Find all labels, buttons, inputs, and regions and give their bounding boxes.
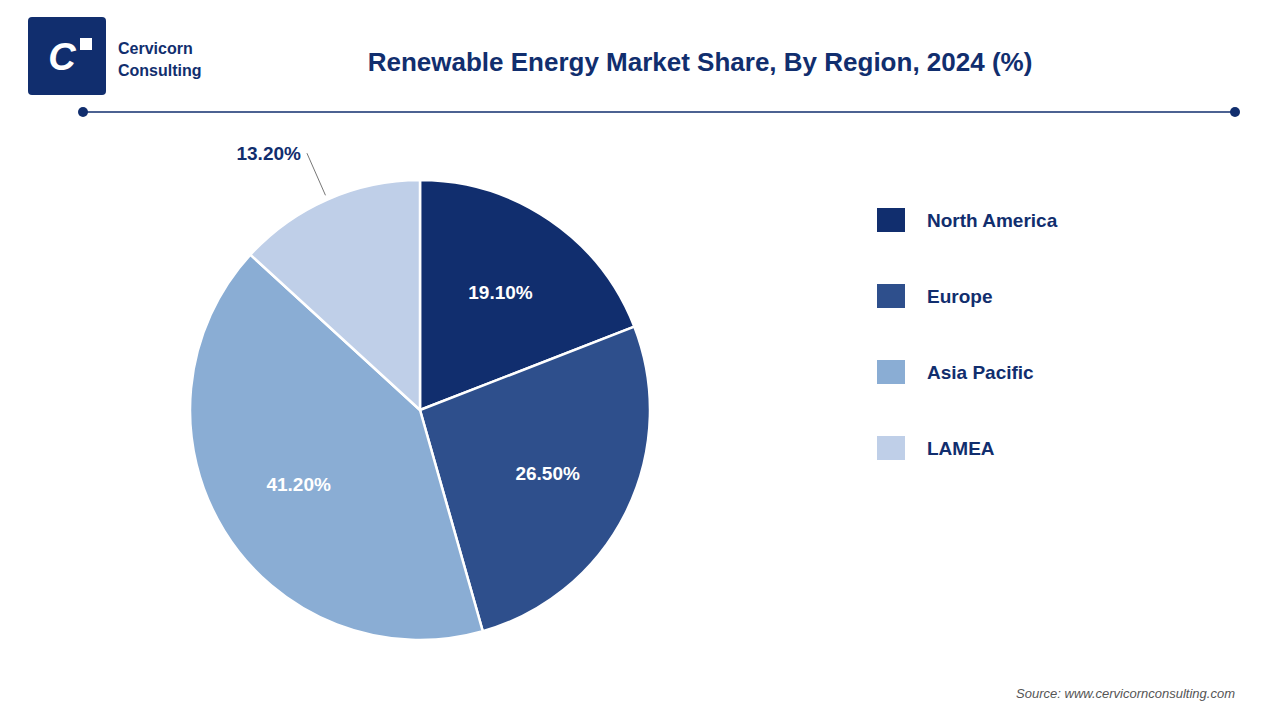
logo-letter: C bbox=[48, 36, 76, 78]
logo: C bbox=[28, 17, 106, 95]
logo-box bbox=[28, 17, 106, 95]
pie-slice bbox=[250, 180, 420, 410]
data-label: 13.20% bbox=[236, 143, 301, 164]
source-note: Source: www.cervicornconsulting.com bbox=[1016, 686, 1235, 701]
background bbox=[0, 0, 1280, 720]
separator bbox=[83, 111, 1235, 113]
data-label: 19.10% bbox=[468, 282, 533, 303]
legend-swatch bbox=[877, 360, 905, 384]
pie bbox=[190, 180, 650, 640]
logo-accent bbox=[80, 38, 92, 50]
separator-dot bbox=[78, 107, 88, 117]
legend-swatch bbox=[877, 284, 905, 308]
company-name: Consulting bbox=[118, 62, 202, 79]
legend: North America Europe Asia Pacific LAMEA bbox=[877, 208, 1058, 460]
legend-label: Europe bbox=[927, 286, 992, 307]
legend-swatch bbox=[877, 436, 905, 460]
legend-label: North America bbox=[927, 210, 1058, 231]
separator-dot bbox=[1230, 107, 1240, 117]
legend-swatch bbox=[877, 208, 905, 232]
chart-title: Renewable Energy Market Share, By Region… bbox=[368, 47, 1033, 77]
legend-label: Asia Pacific bbox=[927, 362, 1034, 383]
legend-label: LAMEA bbox=[927, 438, 995, 459]
data-label: 41.20% bbox=[266, 474, 331, 495]
company-name: Cervicorn bbox=[118, 40, 193, 57]
pie-labels: 19.10% 26.50% 41.20% 13.20% bbox=[236, 143, 579, 496]
chart-svg: C Cervicorn Consulting Source: www.cervicor… bbox=[0, 0, 1280, 720]
data-label: 26.50% bbox=[515, 463, 580, 484]
chart-container: C Cervicorn Consulting Source: www.cervicor… bbox=[0, 0, 1280, 720]
leader-line bbox=[307, 153, 326, 195]
